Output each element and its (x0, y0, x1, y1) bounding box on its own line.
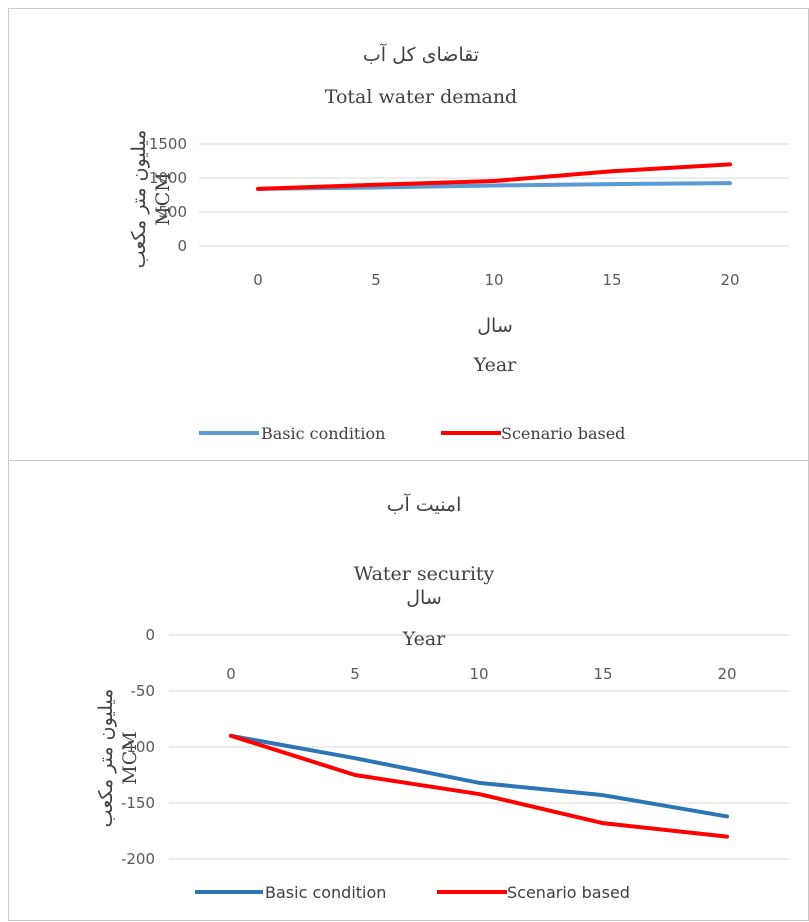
x-tick-label: 5 (371, 271, 381, 289)
y-axis-title-persian: میلیون متر مکعب (95, 689, 117, 828)
y-axis-title-persian: میلیون متر مکعب (128, 130, 150, 269)
y-tick-label: 1500 (149, 135, 187, 153)
y-tick-label: 0 (145, 626, 155, 644)
x-tick-label: 0 (253, 271, 263, 289)
x-tick-label: 10 (469, 665, 488, 683)
x-tick-label: 5 (350, 665, 360, 683)
legend-label-scenario-based: Scenario based (501, 424, 625, 443)
legend-label-basic-condition: Basic condition (265, 883, 386, 902)
x-axis-title: Year (473, 354, 517, 376)
y-axis-title: MCM (152, 172, 174, 225)
y-tick-label: -150 (121, 794, 155, 812)
x-tick-label: 0 (226, 665, 236, 683)
x-tick-label: 15 (593, 665, 612, 683)
chart-title-persian: امنیت آب (387, 492, 462, 516)
chart-panel-water-security: امنیت آب Water security سال Year میلیون … (8, 460, 809, 921)
total-water-demand-chart: تقاضای کل آب Total water demand میلیون م… (128, 42, 789, 443)
x-tick-label: 10 (484, 271, 503, 289)
y-tick-label: -200 (121, 850, 155, 868)
y-tick-label: 0 (177, 237, 187, 255)
chart-title: Water security (354, 563, 495, 585)
series-line-scenario-based (256, 162, 732, 191)
y-axis-title: MCM (119, 731, 141, 784)
x-axis-title-persian: سال (477, 315, 513, 337)
chart-title: Total water demand (325, 86, 517, 108)
legend-label-scenario-based: Scenario based (507, 883, 630, 902)
y-tick-label: -50 (131, 682, 156, 700)
legend-label-basic-condition: Basic condition (261, 424, 385, 443)
y-tick-label: 1000 (149, 169, 187, 187)
chart-panel-total-water-demand: تقاضای کل آب Total water demand میلیون م… (8, 8, 809, 468)
x-tick-label: 20 (720, 271, 739, 289)
x-tick-label: 15 (602, 271, 621, 289)
y-tick-label: -100 (121, 738, 155, 756)
x-axis-title-persian: سال (406, 587, 442, 609)
water-security-chart: امنیت آب Water security سال Year میلیون … (95, 492, 789, 902)
y-tick-label: 500 (158, 203, 187, 221)
series-line-scenario-based (229, 733, 729, 839)
chart-title-persian: تقاضای کل آب (363, 42, 479, 66)
series-line-basic-condition (229, 733, 729, 819)
x-axis-title: Year (402, 628, 446, 650)
x-tick-label: 20 (717, 665, 736, 683)
